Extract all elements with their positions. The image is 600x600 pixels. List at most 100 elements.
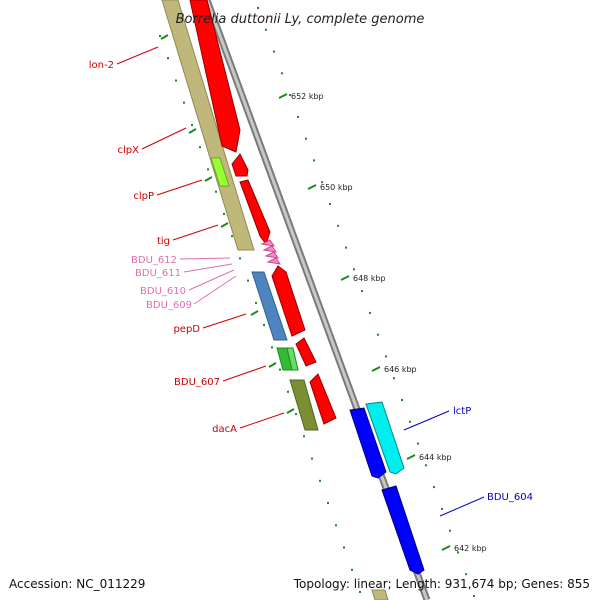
leader-lctP xyxy=(403,410,450,431)
inner-tick-marker xyxy=(268,362,277,368)
cog-band-green-2 xyxy=(286,347,299,371)
gene-BDU_604 xyxy=(381,485,425,575)
label-BDU_604: BDU_604 xyxy=(487,492,533,503)
track-dot xyxy=(377,333,379,336)
track-dot xyxy=(335,524,337,527)
track-dot xyxy=(271,346,273,349)
leader-BDU_607 xyxy=(222,365,267,382)
tick-label-648: 648 kbp xyxy=(353,274,386,283)
leader-BDU_604 xyxy=(439,496,485,517)
track-dot xyxy=(449,529,451,532)
label-pepD: pepD xyxy=(173,324,200,335)
track-dot xyxy=(319,479,321,482)
tick-label-650: 650 kbp xyxy=(320,183,353,192)
track-dot xyxy=(311,457,313,460)
gene-clpX xyxy=(231,153,249,177)
genome-summary-text: Topology: linear; Length: 931,674 bp; Ge… xyxy=(293,577,590,591)
cog-track xyxy=(161,0,389,600)
scale-ticks xyxy=(160,34,451,551)
track-dot xyxy=(191,124,193,126)
gene-BDU_612 xyxy=(260,239,276,247)
gene-BDU_610 xyxy=(264,251,280,259)
tick-track xyxy=(257,7,475,597)
inner-tick-marker xyxy=(160,34,169,40)
label-clpX: clpX xyxy=(118,145,140,156)
track-dot xyxy=(305,137,307,140)
gene-BDU_609 xyxy=(266,257,282,265)
track-dot xyxy=(401,399,403,401)
gene-pepD xyxy=(271,265,306,337)
track-dot xyxy=(327,502,329,504)
track-dot xyxy=(457,551,459,554)
leader-BDU_609 xyxy=(193,275,237,305)
track-dot xyxy=(231,235,233,238)
inner-tick-marker xyxy=(188,128,197,134)
forward-genes xyxy=(189,0,337,425)
map-title: Borrelia duttonii Ly, complete genome xyxy=(176,12,425,27)
track-dot xyxy=(297,115,299,118)
track-dot xyxy=(295,413,297,416)
cog-band-olive xyxy=(289,379,319,431)
track-dot xyxy=(425,464,427,467)
track-dot xyxy=(303,435,305,438)
reverse-genes xyxy=(349,401,425,575)
gene-BDU_607 xyxy=(295,337,317,367)
leader-lon-2 xyxy=(116,46,159,65)
gene-clpP xyxy=(239,179,271,246)
gene-dacA xyxy=(309,373,337,425)
leader-dacA xyxy=(239,412,285,429)
inner-tick-marker xyxy=(286,408,295,414)
label-leaders xyxy=(116,46,485,517)
label-BDU_611: BDU_611 xyxy=(135,268,181,279)
track-dot xyxy=(351,568,353,571)
tick-marker xyxy=(371,366,381,372)
track-dot xyxy=(409,420,411,423)
track-dot xyxy=(255,301,257,304)
track-dot xyxy=(369,311,371,314)
accession-text: Accession: NC_011229 xyxy=(9,577,146,591)
tick-label-652: 652 kbp xyxy=(291,92,324,101)
leader-pepD xyxy=(202,313,247,329)
track-dot xyxy=(199,146,201,149)
track-dot xyxy=(263,324,265,327)
leader-clpX xyxy=(141,127,187,150)
track-dot xyxy=(289,94,291,97)
track-dot xyxy=(441,507,443,510)
track-dot xyxy=(265,28,267,31)
gene-labels: lon-2 clpX clpP tig BDU_612 BDU_611 BDU_… xyxy=(89,60,533,503)
track-dot xyxy=(361,290,363,293)
cog-band-khaki-bottom xyxy=(371,589,389,600)
track-dot xyxy=(239,257,241,260)
gene-BDU_611 xyxy=(262,245,278,253)
tick-marker xyxy=(340,275,350,281)
leader-BDU_612 xyxy=(179,257,231,260)
track-dot xyxy=(159,35,161,37)
track-dot xyxy=(273,50,275,53)
track-dot xyxy=(329,203,331,205)
tick-label-646: 646 kbp xyxy=(384,365,417,374)
track-dot xyxy=(345,246,347,249)
label-BDU_609: BDU_609 xyxy=(146,300,192,311)
track-dot xyxy=(287,390,289,393)
track-dot xyxy=(393,377,395,380)
track-dot xyxy=(175,79,177,82)
tick-marker xyxy=(441,545,451,551)
track-dot xyxy=(353,268,355,271)
tick-label-642: 642 kbp xyxy=(454,544,487,553)
cog-band-khaki xyxy=(161,0,255,251)
gene-lon-2 xyxy=(189,0,241,153)
track-dot xyxy=(183,101,185,104)
track-dot xyxy=(279,368,281,371)
label-clpP: clpP xyxy=(133,191,154,202)
inner-tick-marker xyxy=(250,310,259,316)
track-dot xyxy=(257,7,259,9)
leader-clpP xyxy=(156,179,203,196)
track-dot xyxy=(281,72,283,75)
track-dot xyxy=(207,168,209,171)
label-lctP: lctP xyxy=(453,406,471,417)
track-dot xyxy=(465,573,467,576)
track-dot xyxy=(433,486,435,489)
tick-label-644: 644 kbp xyxy=(419,453,452,462)
tick-marker xyxy=(307,184,317,190)
